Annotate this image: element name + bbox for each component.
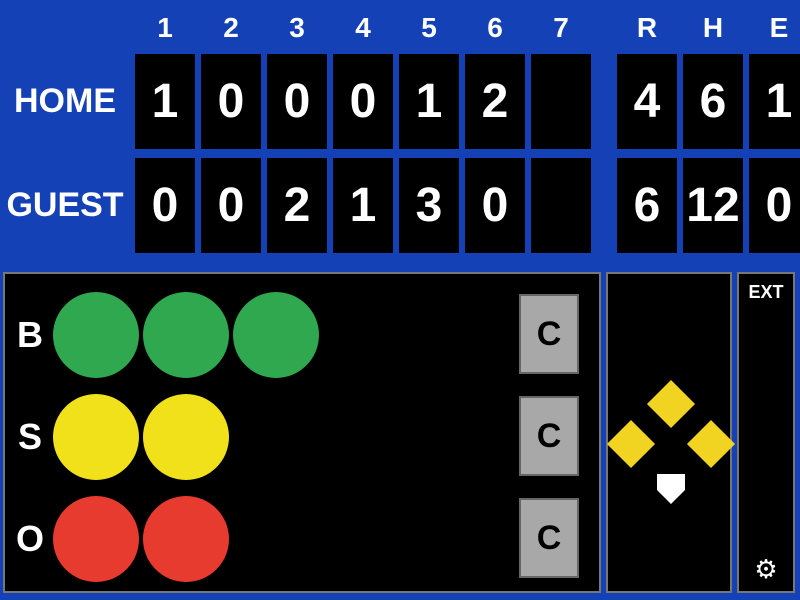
- score-cell[interactable]: 3: [399, 158, 459, 253]
- score-cell[interactable]: 1: [333, 158, 393, 253]
- outs-label: O: [15, 494, 45, 584]
- balls-indicator[interactable]: [143, 292, 229, 378]
- base-second[interactable]: [647, 380, 695, 428]
- strikes-indicator[interactable]: [53, 394, 139, 480]
- score-cell[interactable]: 0: [135, 158, 195, 253]
- score-cell[interactable]: [531, 54, 591, 149]
- score-cell[interactable]: 1: [399, 54, 459, 149]
- home-plate-icon[interactable]: [653, 470, 689, 506]
- balls-indicator[interactable]: [53, 292, 139, 378]
- diamond-panel: [606, 272, 732, 593]
- outs-clear-button[interactable]: C: [519, 498, 579, 578]
- score-cell[interactable]: 6: [683, 54, 743, 149]
- score-cell[interactable]: [531, 158, 591, 253]
- ext-button[interactable]: EXT: [739, 282, 793, 303]
- inning-header: 2: [201, 12, 261, 44]
- score-cell[interactable]: 2: [465, 54, 525, 149]
- balls-indicator[interactable]: [233, 292, 319, 378]
- inning-header: 7: [531, 12, 591, 44]
- inning-header: 1: [135, 12, 195, 44]
- score-cell[interactable]: 0: [465, 158, 525, 253]
- balls-label: B: [15, 290, 45, 380]
- score-cell[interactable]: 0: [201, 54, 261, 149]
- score-cell[interactable]: 6: [617, 158, 677, 253]
- ext-panel: EXT ⚙: [737, 272, 795, 593]
- inning-header: 5: [399, 12, 459, 44]
- bso-panel: B C S C O C: [3, 272, 601, 593]
- inning-header: 3: [267, 12, 327, 44]
- outs-indicator[interactable]: [53, 496, 139, 582]
- rhe-header: R: [617, 12, 677, 44]
- base-third[interactable]: [607, 420, 655, 468]
- score-cell[interactable]: 12: [683, 158, 743, 253]
- score-cell[interactable]: 1: [135, 54, 195, 149]
- inning-header: 6: [465, 12, 525, 44]
- scoreboard-top: 1234567RHEHOMEGUEST1000124610021306120: [0, 0, 800, 268]
- strikes-label: S: [15, 392, 45, 482]
- score-cell[interactable]: 4: [617, 54, 677, 149]
- strikes-indicator[interactable]: [143, 394, 229, 480]
- home-label: HOME: [0, 54, 130, 149]
- base-first[interactable]: [687, 420, 735, 468]
- score-cell[interactable]: 2: [267, 158, 327, 253]
- score-cell[interactable]: 0: [749, 158, 800, 253]
- strikes-clear-button[interactable]: C: [519, 396, 579, 476]
- rhe-header: E: [749, 12, 800, 44]
- gear-icon[interactable]: ⚙: [739, 554, 793, 585]
- scoreboard-bottom: B C S C O C EXT ⚙: [0, 268, 800, 600]
- guest-label: GUEST: [0, 158, 130, 253]
- outs-indicator[interactable]: [143, 496, 229, 582]
- rhe-header: H: [683, 12, 743, 44]
- score-cell[interactable]: 0: [267, 54, 327, 149]
- score-cell[interactable]: 0: [333, 54, 393, 149]
- score-cell[interactable]: 0: [201, 158, 261, 253]
- score-cell[interactable]: 1: [749, 54, 800, 149]
- inning-header: 4: [333, 12, 393, 44]
- balls-clear-button[interactable]: C: [519, 294, 579, 374]
